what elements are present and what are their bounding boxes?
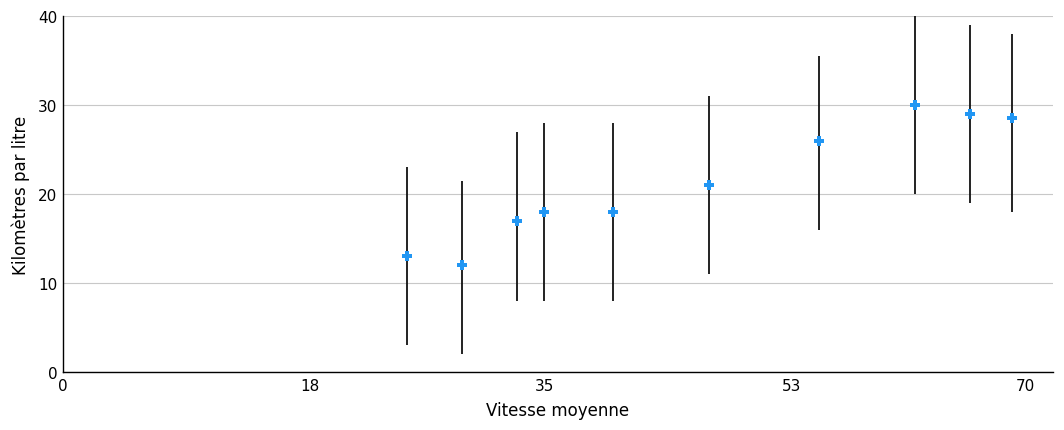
Y-axis label: Kilomètres par litre: Kilomètres par litre bbox=[11, 115, 30, 274]
X-axis label: Vitesse moyenne: Vitesse moyenne bbox=[486, 401, 630, 419]
